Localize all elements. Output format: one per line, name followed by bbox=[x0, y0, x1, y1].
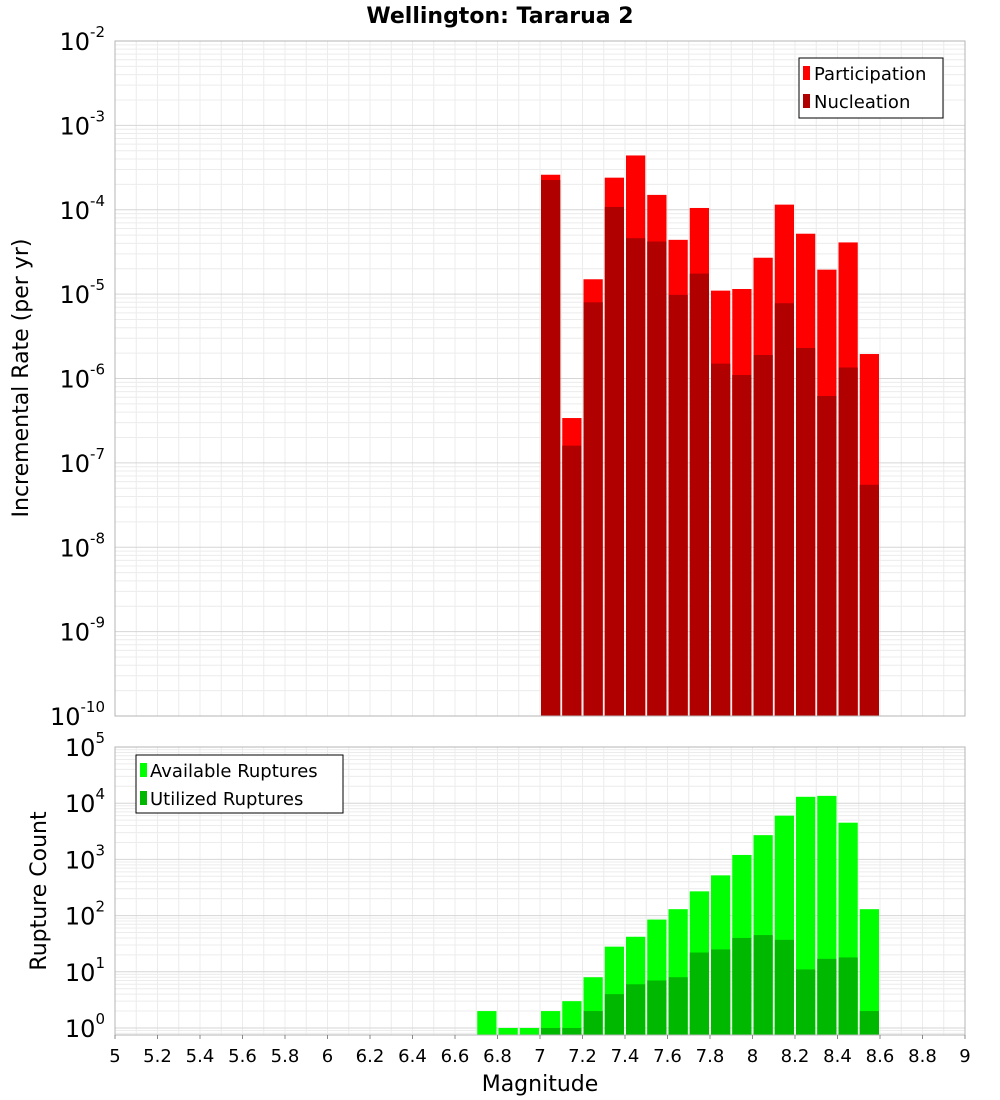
bar-available-ruptures bbox=[477, 1011, 497, 1035]
x-tick-label: 5 bbox=[109, 1046, 120, 1067]
chart-title: Wellington: Tararua 2 bbox=[366, 4, 633, 29]
x-tick-label: 8.6 bbox=[866, 1046, 895, 1067]
y-tick-label: 100 bbox=[65, 1010, 105, 1043]
legend-swatch-available-ruptures bbox=[140, 763, 147, 777]
y-tick-label: 10-6 bbox=[59, 361, 105, 394]
y-tick-label: 10-7 bbox=[59, 445, 105, 478]
top-plot-frame bbox=[114, 40, 966, 717]
x-tick-label: 7.4 bbox=[611, 1046, 640, 1067]
x-tick-label: 5.8 bbox=[271, 1046, 300, 1067]
bar-available-ruptures bbox=[519, 1027, 539, 1035]
bar-utilized-ruptures bbox=[647, 980, 667, 1035]
bar-nucleation bbox=[774, 303, 794, 716]
y-tick-label: 10-10 bbox=[50, 698, 105, 731]
bar-nucleation bbox=[689, 273, 709, 716]
bar-utilized-ruptures bbox=[774, 939, 794, 1035]
bottom-y-axis-label: Rupture Count bbox=[27, 811, 52, 971]
x-tick-label: 6.6 bbox=[441, 1046, 470, 1067]
y-tick-label: 10-4 bbox=[59, 192, 105, 225]
bar-utilized-ruptures bbox=[796, 969, 816, 1035]
bar-utilized-ruptures bbox=[604, 994, 624, 1035]
bar-available-ruptures bbox=[498, 1027, 518, 1035]
bar-utilized-ruptures bbox=[689, 952, 709, 1035]
x-tick-label: 7 bbox=[534, 1046, 545, 1067]
bar-nucleation bbox=[711, 363, 731, 716]
participation-nucleation-plot: 10-2 10-3 10-4 10-5 10-6 10-7 10-8 10-9 10-10 bbox=[50, 23, 966, 731]
bar-available-ruptures bbox=[859, 909, 879, 1035]
legend-label-available-ruptures: Available Ruptures bbox=[150, 761, 318, 782]
x-tick-label: 7.8 bbox=[696, 1046, 725, 1067]
bar-nucleation bbox=[796, 347, 816, 716]
bar-nucleation bbox=[647, 241, 667, 717]
x-tick-label: 6.4 bbox=[398, 1046, 427, 1067]
bar-utilized-ruptures bbox=[626, 984, 646, 1035]
y-tick-label: 105 bbox=[65, 729, 105, 762]
bar-nucleation bbox=[817, 396, 837, 716]
bar-nucleation bbox=[859, 484, 879, 716]
x-tick-label: 6.8 bbox=[483, 1046, 512, 1067]
bar-utilized-ruptures bbox=[583, 1011, 603, 1035]
bar-nucleation bbox=[541, 180, 561, 716]
y-tick-label: 101 bbox=[65, 954, 105, 987]
y-tick-label: 10-2 bbox=[59, 23, 105, 56]
x-tick-label: 8.8 bbox=[908, 1046, 937, 1067]
bar-utilized-ruptures bbox=[668, 977, 688, 1035]
x-tick-label: 8.2 bbox=[781, 1046, 810, 1067]
y-tick-label: 10-3 bbox=[59, 107, 105, 140]
x-tick-label: 5.6 bbox=[228, 1046, 257, 1067]
top-y-axis-label: Incremental Rate (per yr) bbox=[9, 239, 34, 518]
x-tick-label: 8.4 bbox=[823, 1046, 852, 1067]
x-tick-label: 6 bbox=[322, 1046, 333, 1067]
rupture-count-plot: 100 101 102 103 104 105 5 5.2 5.4 5.6 5.8 6 6.2 6.4 6.… bbox=[65, 729, 971, 1067]
legend-label-participation: Participation bbox=[814, 64, 926, 85]
bar-utilized-ruptures bbox=[711, 949, 731, 1035]
x-axis-label: Magnitude bbox=[482, 1072, 599, 1097]
bar-utilized-ruptures bbox=[562, 1027, 582, 1035]
legend-top-frame bbox=[798, 57, 944, 119]
bar-nucleation bbox=[732, 375, 752, 716]
x-tick-label: 7.6 bbox=[653, 1046, 682, 1067]
bar-nucleation bbox=[838, 367, 858, 716]
y-tick-label: 104 bbox=[65, 785, 105, 818]
bar-available-ruptures bbox=[562, 1001, 582, 1035]
bar-utilized-ruptures bbox=[838, 957, 858, 1035]
y-tick-label: 102 bbox=[65, 898, 105, 931]
y-tick-label: 10-9 bbox=[59, 614, 105, 647]
bar-nucleation bbox=[583, 302, 603, 716]
bar-utilized-ruptures bbox=[732, 937, 752, 1035]
x-tick-label: 6.2 bbox=[356, 1046, 385, 1067]
x-tick-label: 5.2 bbox=[143, 1046, 172, 1067]
bar-utilized-ruptures bbox=[817, 958, 837, 1035]
legend-swatch-participation bbox=[803, 66, 810, 80]
legend-bottom-frame bbox=[135, 754, 344, 814]
top-grid bbox=[114, 41, 966, 717]
bar-nucleation bbox=[604, 206, 624, 716]
bar-utilized-ruptures bbox=[859, 1011, 879, 1035]
top-bars bbox=[541, 155, 879, 717]
legend-label-utilized-ruptures: Utilized Ruptures bbox=[150, 789, 303, 810]
legend-top: Participation Nucleation bbox=[798, 57, 944, 119]
x-tick-label: 9 bbox=[959, 1046, 970, 1067]
bar-nucleation bbox=[562, 445, 582, 716]
bar-utilized-ruptures bbox=[753, 935, 773, 1035]
bar-nucleation bbox=[668, 294, 688, 716]
legend-swatch-nucleation bbox=[803, 94, 810, 108]
bar-nucleation bbox=[626, 238, 646, 716]
bar-nucleation bbox=[753, 354, 773, 716]
legend-swatch-utilized-ruptures bbox=[140, 791, 147, 805]
x-tick-label: 8 bbox=[747, 1046, 758, 1067]
legend-label-nucleation: Nucleation bbox=[814, 92, 910, 113]
y-tick-label: 10-8 bbox=[59, 529, 105, 562]
bar-utilized-ruptures bbox=[541, 1027, 561, 1035]
y-tick-label: 103 bbox=[65, 841, 105, 874]
y-tick-label: 10-5 bbox=[59, 276, 105, 309]
legend-bottom: Available Ruptures Utilized Ruptures bbox=[135, 754, 344, 814]
bottom-bars bbox=[477, 795, 879, 1035]
x-tick-label: 7.2 bbox=[568, 1046, 597, 1067]
x-tick-label: 5.4 bbox=[186, 1046, 215, 1067]
